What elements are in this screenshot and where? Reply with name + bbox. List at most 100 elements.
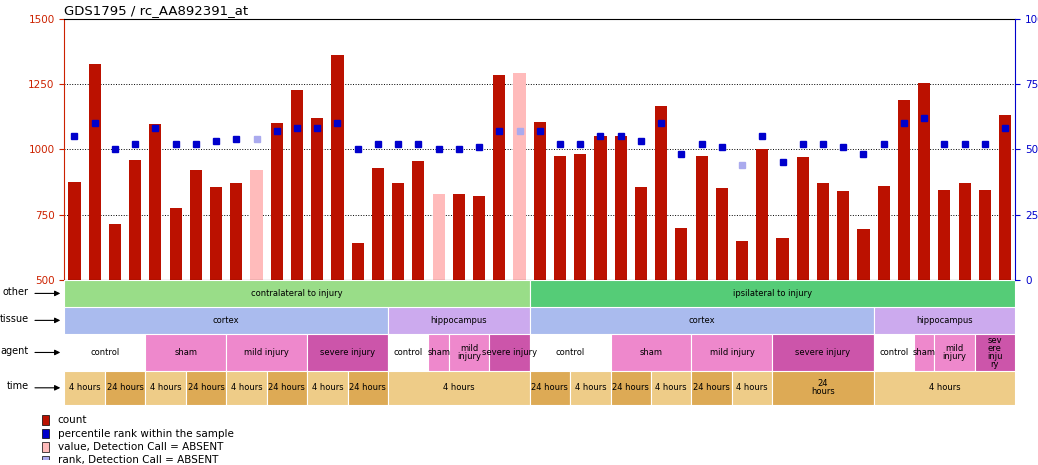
Text: hippocampus: hippocampus [917,316,973,325]
Bar [433,194,444,280]
Bar [64,280,529,307]
Text: hippocampus: hippocampus [431,316,487,325]
Text: 24 hours: 24 hours [612,383,649,392]
Bar [958,183,971,280]
Text: 4 hours: 4 hours [311,383,344,392]
Text: rank, Detection Call = ABSENT: rank, Detection Call = ABSENT [57,455,218,465]
Bar [534,122,546,280]
Text: 4 hours: 4 hours [149,383,182,392]
Text: value, Detection Call = ABSENT: value, Detection Call = ABSENT [57,442,223,452]
Bar [999,115,1011,280]
Text: mild injury: mild injury [244,348,290,357]
Bar [311,118,323,280]
Text: severe injury: severe injury [320,348,375,357]
Bar [938,190,951,280]
Bar [676,228,687,280]
Bar [42,429,50,438]
Bar [514,73,525,280]
Bar [372,167,384,280]
Bar [732,371,772,405]
Bar [331,55,344,280]
Bar [595,136,606,280]
Bar [614,136,627,280]
Text: other: other [3,287,29,297]
Bar [874,307,1015,334]
Bar [772,371,874,405]
Bar [267,371,307,405]
Bar [757,149,768,280]
Bar [529,371,570,405]
Bar [429,334,448,371]
Bar [817,183,829,280]
Bar [776,238,789,280]
Bar [979,190,991,280]
Bar [610,334,691,371]
Text: cortex: cortex [213,316,240,325]
Bar [529,307,874,334]
Text: 24 hours: 24 hours [107,383,143,392]
Text: severe injury: severe injury [482,348,537,357]
Bar [88,64,101,280]
Text: 24 hours: 24 hours [188,383,224,392]
Bar [109,224,121,280]
Text: 4 hours: 4 hours [230,383,263,392]
Bar [291,91,303,280]
Text: 24 hours: 24 hours [269,383,305,392]
Bar [388,371,529,405]
Bar [226,334,307,371]
Bar [307,334,388,371]
Bar [64,307,388,334]
Bar [736,241,748,280]
Bar [42,442,50,452]
Text: severe injury: severe injury [795,348,850,357]
Bar [914,334,934,371]
Bar [145,334,226,371]
Bar [149,125,162,280]
Bar [554,156,566,280]
Bar [129,159,141,280]
Text: count: count [57,415,87,425]
Bar [352,243,363,280]
Bar [691,334,772,371]
Text: sev
ere
inju
ry: sev ere inju ry [987,336,1003,369]
Bar [448,334,489,371]
Bar [145,371,186,405]
Bar [230,183,243,280]
Bar [975,334,1015,371]
Text: 4 hours: 4 hours [69,383,101,392]
Bar [934,334,975,371]
Bar [898,100,910,280]
Bar [529,280,1015,307]
Bar [797,157,809,280]
Bar [874,371,1015,405]
Text: cortex: cortex [688,316,715,325]
Bar [392,183,404,280]
Bar [169,208,182,280]
Bar [574,154,586,280]
Text: 24 hours: 24 hours [693,383,730,392]
Text: agent: agent [1,345,29,356]
Bar [388,307,529,334]
Bar [635,187,647,280]
Bar [307,371,348,405]
Bar [271,123,282,280]
Bar [857,229,870,280]
Text: 4 hours: 4 hours [929,383,960,392]
Bar [651,371,691,405]
Bar [837,191,849,280]
Bar [493,75,506,280]
Text: 24
hours: 24 hours [811,379,835,397]
Text: control: control [555,348,584,357]
Text: sham: sham [427,348,450,357]
Bar [570,371,610,405]
Bar [190,170,202,280]
Bar [105,371,145,405]
Bar [348,371,388,405]
Bar [716,188,728,280]
Text: contralateral to injury: contralateral to injury [251,289,343,298]
Bar [489,334,529,371]
Bar [610,371,651,405]
Bar [226,371,267,405]
Text: ipsilateral to injury: ipsilateral to injury [733,289,812,298]
Bar [473,196,485,280]
